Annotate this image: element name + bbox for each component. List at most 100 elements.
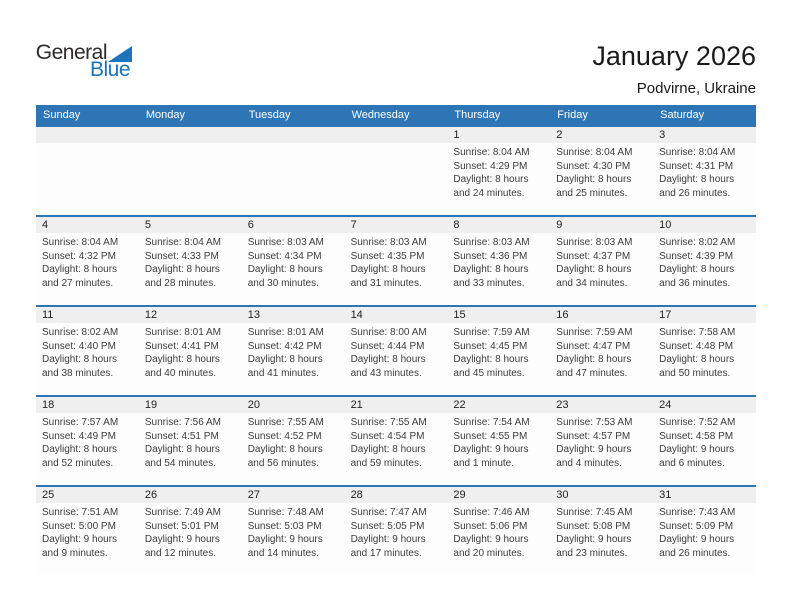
day-details: Sunrise: 8:01 AM Sunset: 4:42 PM Dayligh…	[242, 323, 345, 380]
daylight-text: Daylight: 8 hours and 25 minutes.	[556, 174, 632, 199]
sunrise-text: Sunrise: 8:03 AM	[247, 237, 324, 248]
day-cell: 23 Sunrise: 7:53 AM Sunset: 4:57 PM Dayl…	[550, 397, 654, 485]
day-details: Sunrise: 8:04 AM Sunset: 4:32 PM Dayligh…	[36, 233, 139, 290]
logo-triangle-icon	[108, 46, 132, 62]
day-details: Sunrise: 7:43 AM Sunset: 5:09 PM Dayligh…	[653, 503, 756, 560]
day-details: Sunrise: 7:46 AM Sunset: 5:06 PM Dayligh…	[447, 503, 550, 560]
sunset-text: Sunset: 4:57 PM	[556, 430, 631, 442]
sunrise-text: Sunrise: 8:03 AM	[453, 237, 530, 248]
day-number: 10	[653, 217, 756, 233]
sunset-text: Sunset: 4:41 PM	[144, 340, 219, 352]
sunset-text: Sunset: 4:51 PM	[144, 430, 219, 442]
day-details: Sunrise: 7:53 AM Sunset: 4:57 PM Dayligh…	[550, 413, 653, 470]
calendar-grid: Sunday Monday Tuesday Wednesday Thursday Frid…	[36, 105, 756, 575]
sunrise-text: Sunrise: 8:04 AM	[659, 147, 736, 158]
general-blue-logo: General Blue	[36, 42, 132, 80]
daylight-text: Daylight: 8 hours and 28 minutes.	[144, 264, 220, 289]
day-details: Sunrise: 8:04 AM Sunset: 4:30 PM Dayligh…	[550, 143, 653, 200]
sunrise-text: Sunrise: 7:57 AM	[42, 417, 119, 428]
day-cell: 7 Sunrise: 8:03 AM Sunset: 4:35 PM Dayli…	[344, 217, 448, 305]
sunrise-text: Sunrise: 8:04 AM	[453, 147, 530, 158]
day-number: 1	[447, 127, 551, 143]
sunset-text: Sunset: 4:33 PM	[144, 250, 219, 262]
sunset-text: Sunset: 5:00 PM	[42, 520, 116, 532]
day-cell: 30 Sunrise: 7:45 AM Sunset: 5:08 PM Dayl…	[550, 487, 654, 575]
day-details: Sunrise: 8:04 AM Sunset: 4:33 PM Dayligh…	[139, 233, 242, 290]
sunrise-text: Sunrise: 7:49 AM	[144, 507, 221, 518]
sunrise-text: Sunrise: 8:01 AM	[144, 327, 221, 338]
empty-day-cell	[241, 127, 345, 215]
day-number: 14	[344, 307, 448, 323]
sunrise-text: Sunrise: 8:04 AM	[556, 147, 633, 158]
sunset-text: Sunset: 5:05 PM	[350, 520, 425, 532]
sunset-text: Sunset: 4:29 PM	[453, 160, 528, 172]
sunset-text: Sunset: 4:31 PM	[659, 160, 734, 172]
sunset-text: Sunset: 5:01 PM	[144, 520, 219, 532]
day-details: Sunrise: 7:49 AM Sunset: 5:01 PM Dayligh…	[139, 503, 242, 560]
daylight-text: Daylight: 8 hours and 41 minutes.	[247, 354, 323, 379]
day-details: Sunrise: 7:59 AM Sunset: 4:45 PM Dayligh…	[447, 323, 550, 380]
week-row: 4 Sunrise: 8:04 AM Sunset: 4:32 PM Dayli…	[36, 215, 756, 305]
sunrise-text: Sunrise: 8:02 AM	[659, 237, 736, 248]
day-details: Sunrise: 8:02 AM Sunset: 4:40 PM Dayligh…	[36, 323, 139, 380]
sunset-text: Sunset: 5:09 PM	[659, 520, 734, 532]
day-details: Sunrise: 8:03 AM Sunset: 4:36 PM Dayligh…	[447, 233, 550, 290]
daylight-text: Daylight: 9 hours and 12 minutes.	[144, 534, 220, 559]
sunset-text: Sunset: 4:42 PM	[247, 340, 322, 352]
day-cell: 5 Sunrise: 8:04 AM Sunset: 4:33 PM Dayli…	[138, 217, 242, 305]
sunset-text: Sunset: 4:54 PM	[350, 430, 425, 442]
day-cell: 2 Sunrise: 8:04 AM Sunset: 4:30 PM Dayli…	[550, 127, 654, 215]
day-number: 21	[344, 397, 448, 413]
daylight-text: Daylight: 8 hours and 56 minutes.	[247, 444, 323, 469]
daylight-text: Daylight: 8 hours and 24 minutes.	[453, 174, 529, 199]
sunset-text: Sunset: 4:39 PM	[659, 250, 734, 262]
calendar-body: 1 Sunrise: 8:04 AM Sunset: 4:29 PM Dayli…	[36, 125, 756, 575]
sunrise-text: Sunrise: 7:51 AM	[42, 507, 119, 518]
day-number: 5	[138, 217, 242, 233]
weekday-label-thursday: Thursday	[454, 109, 501, 121]
daylight-text: Daylight: 8 hours and 52 minutes.	[42, 444, 118, 469]
sunset-text: Sunset: 5:06 PM	[453, 520, 528, 532]
sunset-text: Sunset: 4:34 PM	[247, 250, 322, 262]
sunrise-text: Sunrise: 7:55 AM	[247, 417, 324, 428]
sunset-text: Sunset: 5:08 PM	[556, 520, 631, 532]
page-title: January 2026	[592, 41, 756, 71]
day-cell: 22 Sunrise: 7:54 AM Sunset: 4:55 PM Dayl…	[447, 397, 551, 485]
day-details: Sunrise: 7:56 AM Sunset: 4:51 PM Dayligh…	[139, 413, 242, 470]
daylight-text: Daylight: 8 hours and 34 minutes.	[556, 264, 632, 289]
day-number: 31	[653, 487, 756, 503]
day-details: Sunrise: 7:58 AM Sunset: 4:48 PM Dayligh…	[653, 323, 756, 380]
sunrise-text: Sunrise: 8:03 AM	[556, 237, 633, 248]
page-subtitle: Podvirne, Ukraine	[636, 80, 756, 97]
day-number: 19	[138, 397, 242, 413]
daylight-text: Daylight: 9 hours and 9 minutes.	[42, 534, 118, 559]
day-cell: 3 Sunrise: 8:04 AM Sunset: 4:31 PM Dayli…	[653, 127, 756, 215]
day-cell: 19 Sunrise: 7:56 AM Sunset: 4:51 PM Dayl…	[138, 397, 242, 485]
sunrise-text: Sunrise: 7:59 AM	[453, 327, 530, 338]
day-number: 6	[241, 217, 345, 233]
day-cell: 1 Sunrise: 8:04 AM Sunset: 4:29 PM Dayli…	[447, 127, 551, 215]
daylight-text: Daylight: 8 hours and 33 minutes.	[453, 264, 529, 289]
daylight-text: Daylight: 8 hours and 31 minutes.	[350, 264, 426, 289]
weekday-label-friday: Friday	[557, 109, 588, 121]
day-details: Sunrise: 7:55 AM Sunset: 4:52 PM Dayligh…	[242, 413, 345, 470]
sunset-text: Sunset: 4:45 PM	[453, 340, 528, 352]
daylight-text: Daylight: 9 hours and 20 minutes.	[453, 534, 529, 559]
sunrise-text: Sunrise: 7:43 AM	[659, 507, 736, 518]
weekday-label-sunday: Sunday	[43, 109, 81, 121]
daylight-text: Daylight: 9 hours and 4 minutes.	[556, 444, 632, 469]
day-cell: 25 Sunrise: 7:51 AM Sunset: 5:00 PM Dayl…	[36, 487, 139, 575]
sunset-text: Sunset: 4:32 PM	[42, 250, 116, 262]
day-number: 4	[36, 217, 139, 233]
day-cell: 14 Sunrise: 8:00 AM Sunset: 4:44 PM Dayl…	[344, 307, 448, 395]
daylight-text: Daylight: 8 hours and 26 minutes.	[659, 174, 735, 199]
day-details: Sunrise: 7:47 AM Sunset: 5:05 PM Dayligh…	[345, 503, 448, 560]
day-details	[345, 143, 448, 146]
sunrise-text: Sunrise: 7:48 AM	[247, 507, 324, 518]
day-details: Sunrise: 7:45 AM Sunset: 5:08 PM Dayligh…	[550, 503, 653, 560]
sunrise-text: Sunrise: 8:04 AM	[144, 237, 221, 248]
sunrise-text: Sunrise: 7:59 AM	[556, 327, 633, 338]
day-number: 29	[447, 487, 551, 503]
weekday-label-saturday: Saturday	[660, 109, 705, 121]
day-number: 30	[550, 487, 654, 503]
